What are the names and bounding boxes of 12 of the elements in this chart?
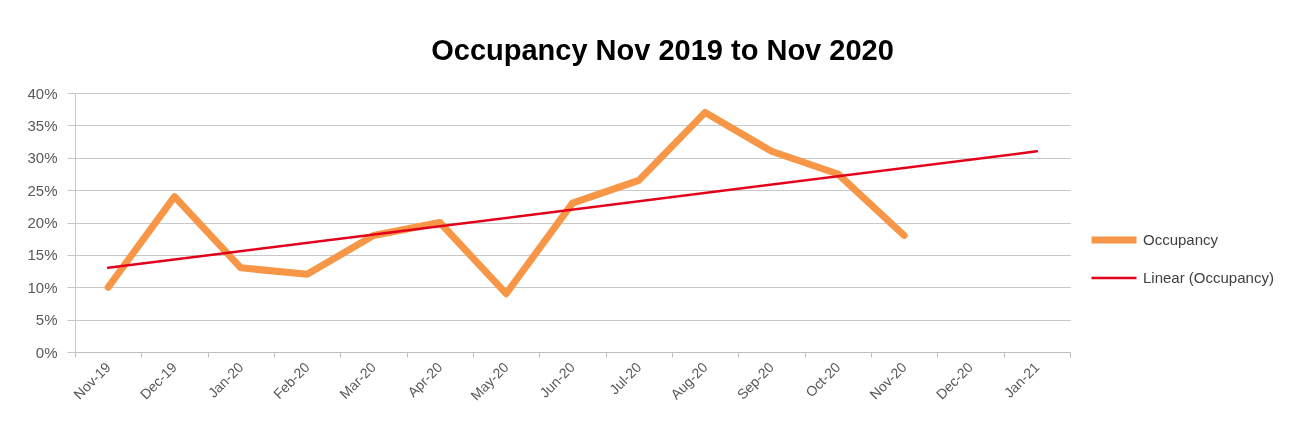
legend-label: Linear (Occupancy) — [1143, 269, 1274, 286]
y-tick-label: 10% — [27, 278, 58, 296]
y-tick-label: 40% — [27, 84, 58, 102]
y-tick-label: 20% — [27, 214, 58, 231]
y-tick-label: 30% — [27, 149, 58, 167]
y-tick-label: 5% — [35, 311, 58, 329]
y-tick-label: 25% — [27, 181, 58, 199]
legend-label: Occupancy — [1143, 231, 1219, 248]
y-tick-label: 0% — [35, 343, 58, 361]
y-tick-label: 15% — [27, 246, 58, 264]
chart-title: Occupancy Nov 2019 to Nov 2020 — [431, 34, 894, 66]
y-tick-label: 35% — [27, 116, 58, 134]
